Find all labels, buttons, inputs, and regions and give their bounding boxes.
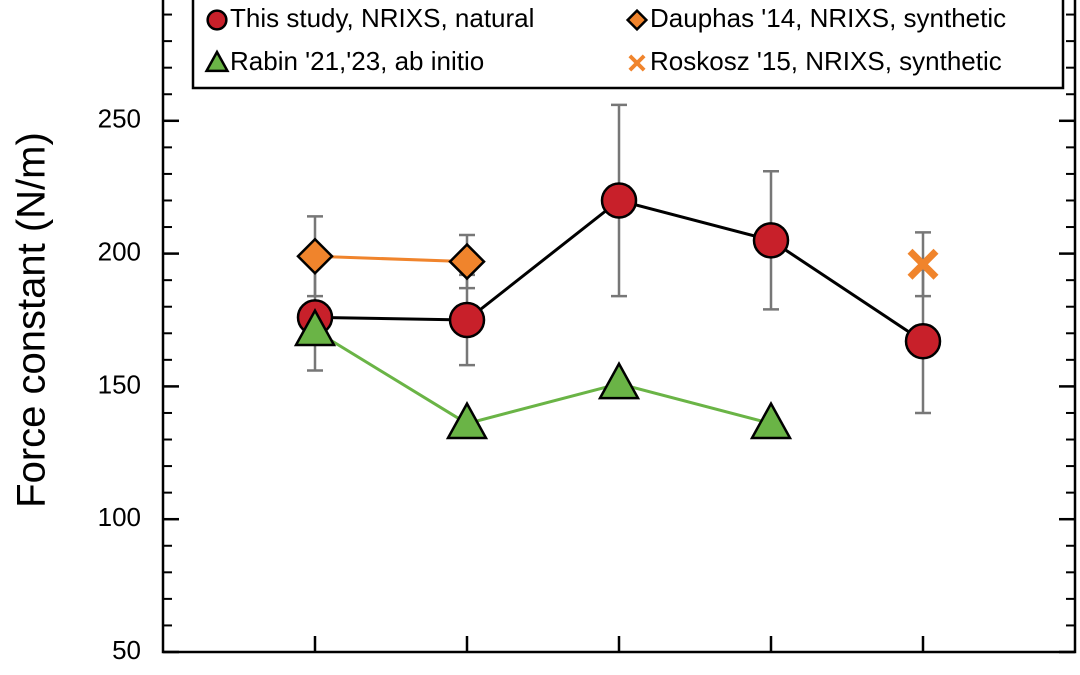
legend-label: This study, NRIXS, natural — [230, 3, 534, 33]
point — [206, 9, 228, 31]
x-tick-label: Forsterite — [408, 672, 526, 675]
series-line — [314, 329, 772, 426]
point — [904, 322, 942, 360]
x-tick-label: Basalt — [276, 672, 354, 675]
y-axis-label: Force constant (N/m) — [10, 132, 54, 508]
y-tick-label: 200 — [98, 236, 141, 266]
point — [448, 242, 486, 281]
series-line — [314, 254, 468, 264]
series — [293, 308, 793, 440]
x-tick-label: Spinel — [884, 672, 962, 675]
point — [204, 49, 230, 73]
y-tick-label: 50 — [112, 635, 141, 665]
legend-label: Rabin '21,'23, ab initio — [230, 46, 484, 76]
point — [625, 8, 649, 32]
point — [600, 182, 638, 219]
point — [907, 248, 939, 280]
y-tick-label: 250 — [98, 104, 141, 134]
point — [597, 361, 641, 400]
legend-box — [191, 0, 1065, 90]
point — [749, 400, 793, 440]
series — [907, 248, 939, 280]
y-tick-label: 100 — [98, 502, 141, 532]
series — [296, 237, 486, 281]
legend-label: Roskosz '15, NRIXS, synthetic — [650, 46, 1002, 76]
point — [628, 54, 646, 72]
x-tick-label: Enstatite — [565, 672, 674, 675]
y-tick-label: 150 — [98, 369, 141, 399]
point — [296, 237, 334, 276]
point — [752, 222, 790, 259]
point — [445, 400, 489, 440]
y-tick-label: 300 — [98, 0, 141, 1]
point — [448, 301, 486, 339]
x-tick-label: Diopside — [717, 672, 826, 675]
point — [293, 308, 337, 347]
legend-label: Dauphas '14, NRIXS, synthetic — [650, 3, 1006, 33]
